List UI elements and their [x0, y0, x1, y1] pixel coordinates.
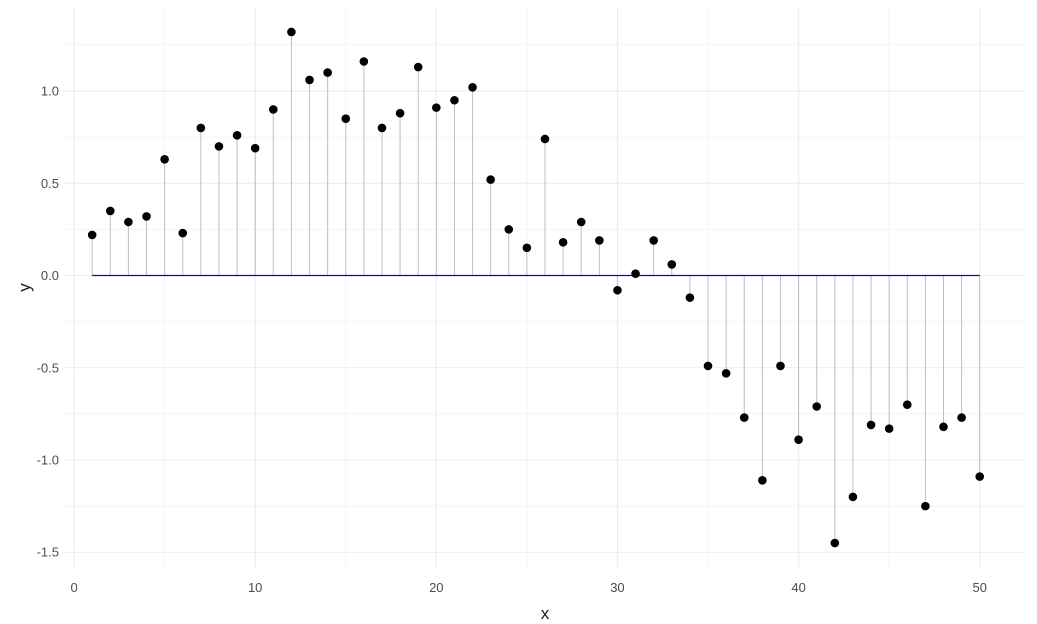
stems: [91, 31, 981, 544]
data-point: [178, 228, 188, 238]
data-point: [468, 83, 477, 92]
minor-gridlines: [65, 8, 1025, 567]
data-point: [395, 108, 405, 118]
data-point: [124, 217, 133, 227]
data-point: [540, 134, 550, 144]
data-point: [558, 238, 568, 247]
x-axis-title: x: [541, 604, 550, 623]
data-point: [250, 143, 260, 153]
y-tick-labels: -1.5 -1.0 -0.5 0.0 0.5 1.0: [37, 84, 59, 560]
data-point: [413, 62, 423, 72]
data-point: [504, 225, 514, 234]
y-tick-label: 1.0: [41, 84, 59, 99]
data-point: [142, 212, 151, 221]
data-point: [921, 501, 930, 511]
data-point: [794, 435, 803, 445]
data-point: [341, 114, 351, 123]
x-tick-labels: 0 10 20 30 40 50: [70, 580, 987, 595]
y-tick-label: -1.0: [37, 452, 59, 467]
major-gridlines: [65, 8, 1025, 567]
x-tick-label: 20: [429, 580, 443, 595]
data-point: [957, 413, 966, 422]
data-point: [649, 236, 658, 245]
data-point: [323, 68, 332, 77]
data-point: [631, 269, 640, 278]
y-tick-label: -1.5: [37, 545, 59, 560]
data-point: [432, 103, 441, 112]
data-point: [232, 130, 242, 140]
data-point: [613, 285, 622, 295]
data-point: [939, 422, 948, 432]
y-tick-label: 0.0: [41, 268, 59, 283]
y-tick-label: 0.5: [41, 176, 59, 191]
x-tick-label: 10: [248, 580, 262, 595]
data-point: [685, 293, 695, 302]
data-point: [866, 420, 876, 430]
data-points: [87, 27, 985, 548]
x-tick-label: 30: [610, 580, 624, 595]
data-point: [884, 424, 894, 433]
data-point: [975, 472, 985, 481]
data-point: [595, 236, 604, 245]
data-point: [269, 105, 278, 114]
data-point: [830, 538, 840, 548]
data-point: [902, 400, 912, 409]
data-point: [522, 243, 532, 253]
x-tick-label: 50: [972, 580, 986, 595]
data-point: [87, 230, 97, 240]
x-tick-label: 40: [791, 580, 805, 595]
data-point: [377, 123, 387, 133]
data-point: [739, 413, 749, 422]
data-point: [667, 260, 677, 269]
data-point: [576, 217, 586, 227]
data-point: [848, 492, 858, 502]
data-point: [105, 206, 115, 216]
y-tick-label: -0.5: [37, 360, 59, 375]
data-point: [359, 57, 369, 66]
data-point: [214, 142, 224, 151]
data-point: [160, 154, 169, 164]
y-axis-title: y: [15, 283, 34, 292]
data-point: [703, 361, 713, 371]
data-point: [450, 95, 459, 105]
data-point: [305, 75, 314, 85]
data-point: [721, 368, 731, 378]
data-point: [287, 27, 296, 37]
data-point: [486, 175, 495, 184]
x-tick-label: 0: [70, 580, 77, 595]
data-point: [776, 361, 785, 371]
data-point: [758, 475, 767, 485]
data-point: [812, 402, 821, 411]
data-point: [196, 123, 206, 133]
